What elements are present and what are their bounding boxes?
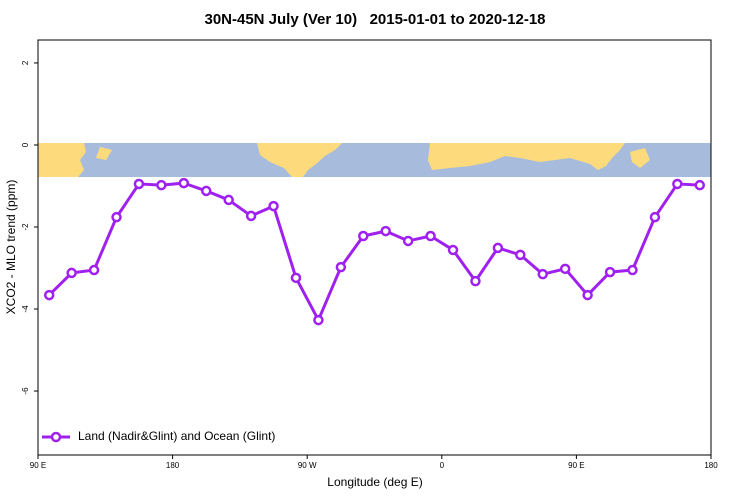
data-point (627, 264, 638, 276)
data-point (66, 267, 77, 279)
data-point (133, 178, 145, 190)
chart-title: 30N-45N July (Ver 10) 2015-01-01 to 2020… (204, 11, 545, 28)
legend: Land (Nadir&Glint) and Ocean (Glint) (42, 429, 275, 443)
plot-frame (37, 39, 712, 456)
data-point (358, 230, 369, 242)
data-point (425, 230, 436, 242)
data-point (694, 179, 706, 191)
x-tick-label: 90 E (568, 461, 584, 470)
legend-marker (50, 431, 62, 443)
data-point (470, 275, 481, 287)
map-strip (38, 143, 711, 177)
legend-label: Land (Nadir&Glint) and Ocean (Glint) (78, 429, 275, 443)
data-point (313, 314, 324, 326)
data-point (156, 179, 167, 191)
y-tick-label: 2 (21, 60, 30, 65)
data-point (492, 242, 504, 254)
data-point (178, 177, 190, 189)
y-tick-label: -2 (21, 223, 30, 231)
data-point (245, 210, 257, 222)
y-tick-label: 0 (21, 142, 30, 147)
data-point (290, 272, 302, 284)
data-point (537, 268, 548, 280)
data-point (604, 266, 616, 278)
y-tick-label: -4 (21, 305, 30, 313)
data-point (649, 211, 661, 223)
x-tick-label: 180 (704, 461, 718, 470)
data-point (672, 178, 683, 190)
x-tick-label: 180 (166, 461, 180, 470)
data-point (582, 289, 593, 301)
data-point (402, 235, 414, 247)
data-point (447, 244, 459, 256)
data-point (88, 264, 100, 276)
data-point (515, 249, 526, 261)
data-point (335, 261, 347, 273)
data-point (201, 185, 212, 197)
x-tick-label: 0 (440, 461, 445, 470)
y-tick-label: -6 (21, 387, 30, 395)
y-axis-title: XCO2 - MLO trend (ppm) (4, 180, 18, 315)
x-axis-title: Longitude (deg E) (327, 475, 422, 489)
data-point (223, 194, 234, 206)
series-line (48, 181, 700, 322)
data-point (559, 263, 571, 275)
data-point (43, 289, 55, 301)
x-tick-label: 90 E (30, 461, 46, 470)
data-point (268, 200, 279, 212)
data-point (380, 225, 391, 237)
data-point (111, 211, 122, 223)
x-tick-label: 90 W (298, 461, 317, 470)
